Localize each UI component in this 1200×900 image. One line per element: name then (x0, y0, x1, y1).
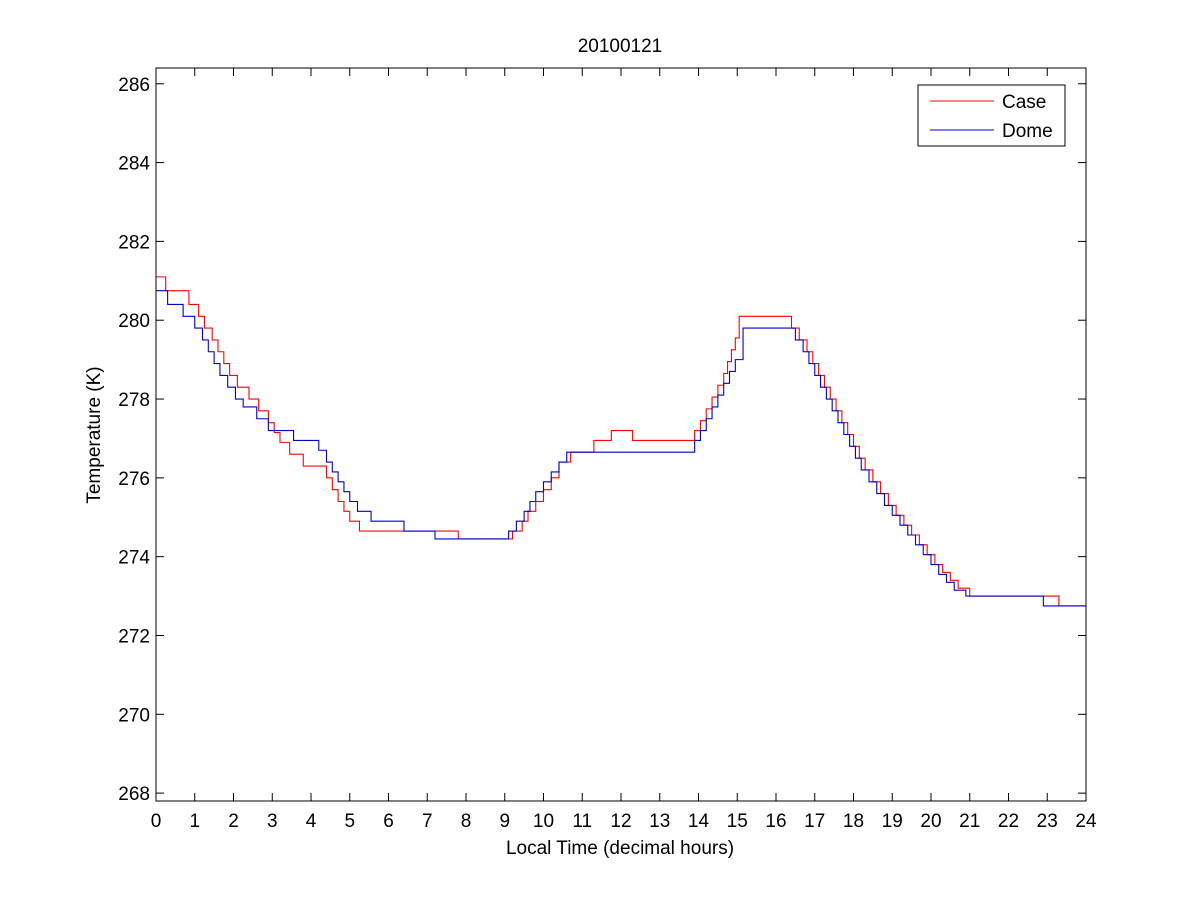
x-tick-label: 4 (306, 811, 317, 832)
legend-box (917, 84, 1066, 147)
plot-area (156, 68, 1086, 801)
x-tick-label: 19 (882, 811, 903, 832)
x-tick-label: 3 (267, 811, 278, 832)
x-tick-label: 15 (727, 811, 748, 832)
x-tick-label: 13 (649, 811, 670, 832)
x-tick-label: 18 (843, 811, 864, 832)
x-tick-label: 20 (920, 811, 941, 832)
y-tick-label: 272 (118, 626, 150, 647)
x-tick-label: 2 (228, 811, 239, 832)
y-tick-label: 278 (118, 390, 150, 411)
x-tick-label: 6 (383, 811, 394, 832)
series-line-case (156, 276, 1086, 607)
x-axis-label: Local Time (decimal hours) (506, 838, 734, 859)
x-tick-label: 7 (422, 811, 433, 832)
x-tick-label: 0 (151, 811, 162, 832)
y-tick-label: 286 (118, 75, 150, 96)
axes-layer: 0 1 2 3 4 5 6 7 8 9 10 11 12 13 14 15 16 17 18 19 20 21 22 23 24… (118, 67, 1097, 832)
series-layer (156, 276, 1086, 607)
x-tick-label: 12 (610, 811, 631, 832)
series-line-dome (156, 290, 1086, 607)
plot-background (156, 68, 1086, 801)
chart-title: 20100121 (578, 36, 663, 57)
y-tick-label: 282 (118, 232, 150, 253)
y-tick-label: 284 (118, 154, 150, 175)
y-tick-label: 276 (118, 469, 150, 490)
x-tick-label: 22 (998, 811, 1019, 832)
x-tick-label: 8 (461, 811, 472, 832)
x-tick-label: 14 (688, 811, 710, 832)
x-tick-label: 16 (765, 811, 786, 832)
x-tick-label: 17 (804, 811, 825, 832)
x-tick-label: 23 (1037, 811, 1058, 832)
x-tick-label: 24 (1075, 811, 1097, 832)
y-tick-label: 280 (118, 311, 150, 332)
y-axis-label: Temperature (K) (84, 366, 105, 503)
legend-label-dome: Dome (1002, 121, 1053, 142)
y-tick-label: 274 (118, 548, 150, 569)
legend-label-case: Case (1002, 92, 1046, 113)
x-tick-label: 11 (572, 811, 592, 832)
legend: Case Dome (917, 84, 1066, 147)
y-tick-label: 270 (118, 705, 150, 726)
x-tick-label: 9 (499, 811, 510, 832)
x-tick-label: 10 (533, 811, 554, 832)
x-tick-label: 5 (344, 811, 355, 832)
x-tick-label: 1 (189, 811, 200, 832)
y-tick-label: 268 (118, 784, 150, 805)
x-tick-label: 21 (959, 811, 980, 832)
